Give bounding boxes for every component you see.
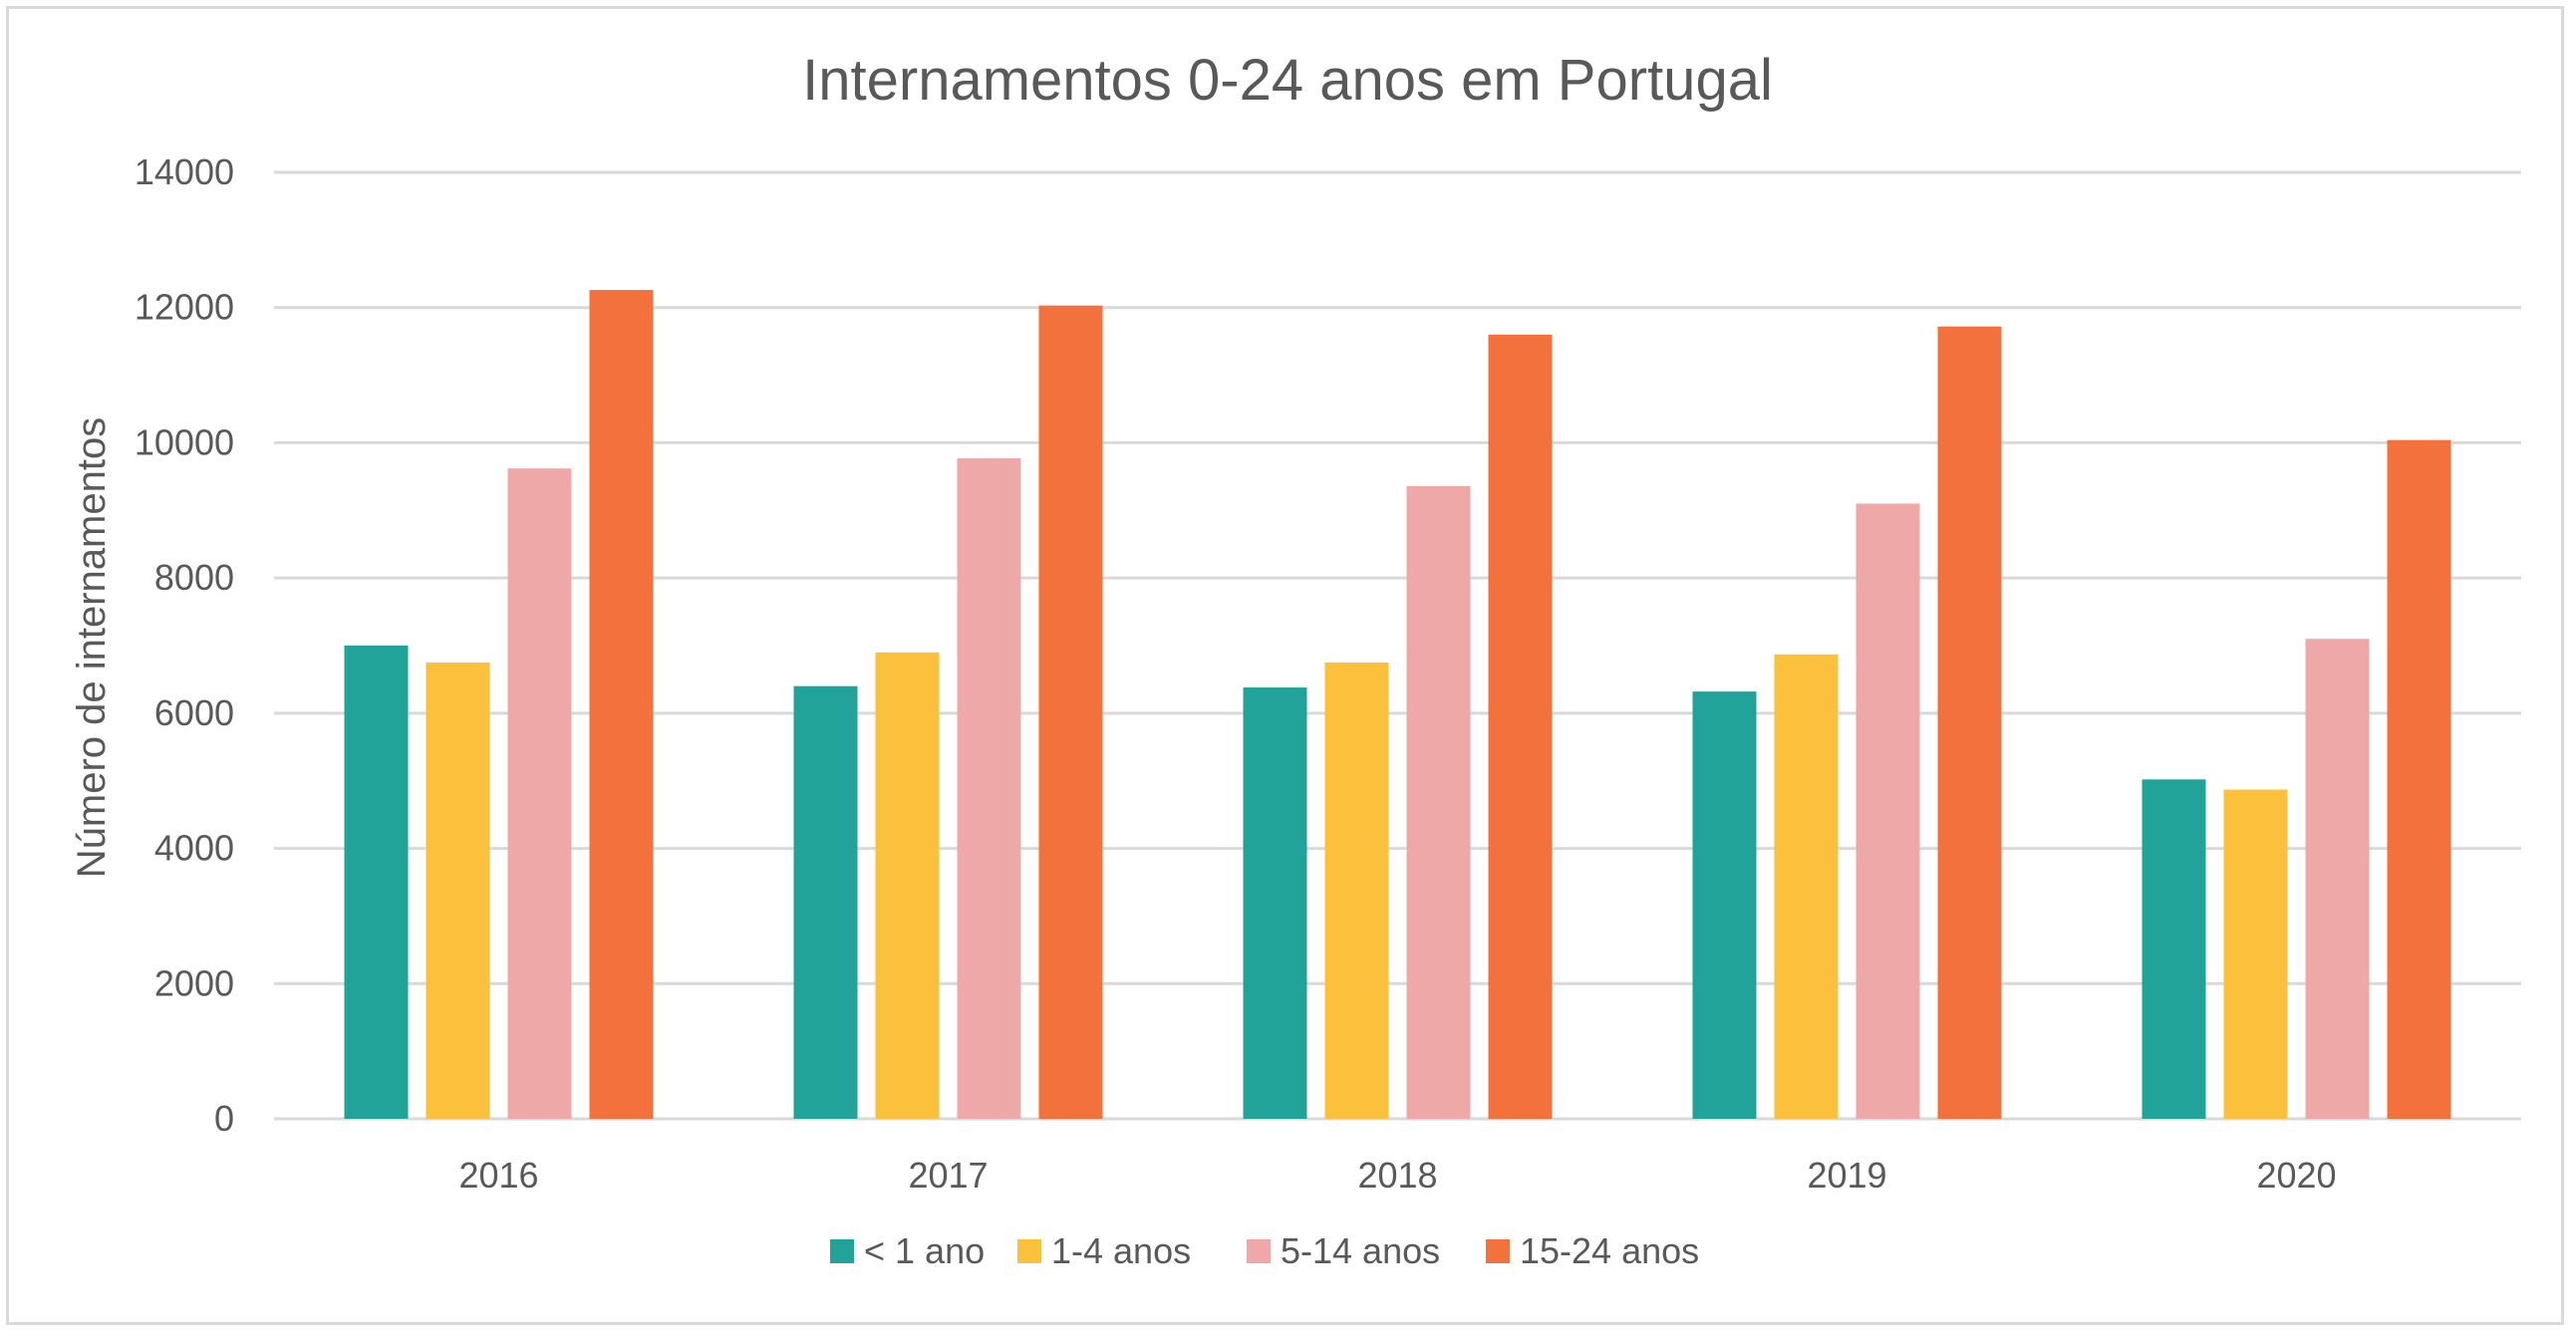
bar-2016-series-2 [507, 468, 572, 1119]
bar-2018-series-3 [1488, 334, 1553, 1119]
legend-swatch-3 [1486, 1239, 1510, 1263]
legend-swatch-2 [1247, 1239, 1271, 1263]
x-axis-ticks: 2016 2017 2018 2019 2020 [458, 1155, 2336, 1196]
legend-label-1: 1-4 anos [1051, 1230, 1191, 1271]
y-axis-ticks: 0 2000 4000 6000 8000 10000 12000 14000 [135, 151, 234, 1139]
bar-2017-series-1 [875, 652, 940, 1119]
x-tick-label: 2019 [1807, 1155, 1886, 1196]
x-tick-label: 2016 [458, 1155, 538, 1196]
bar-2020-series-3 [2387, 439, 2451, 1119]
legend: < 1 ano 1-4 anos 5-14 anos 15-24 anos [830, 1230, 1699, 1271]
bar-2018-series-2 [1406, 485, 1471, 1119]
legend-label-0: < 1 ano [864, 1230, 985, 1271]
chart-title: Internamentos 0-24 anos em Portugal [802, 48, 1773, 113]
bars [344, 290, 2451, 1120]
bar-2018-series-1 [1324, 662, 1389, 1119]
bar-2020-series-2 [2305, 639, 2370, 1119]
bar-2016-series-3 [589, 290, 654, 1120]
y-tick-label: 14000 [135, 151, 234, 192]
bar-2019-series-3 [1937, 326, 2002, 1119]
y-tick-label: 4000 [154, 828, 234, 869]
bar-2017-series-2 [957, 458, 1021, 1119]
bar-2020-series-1 [2223, 789, 2288, 1119]
bar-2020-series-0 [2142, 779, 2206, 1119]
bar-2019-series-2 [1856, 503, 1920, 1119]
x-tick-label: 2017 [908, 1155, 988, 1196]
y-axis-title: Número de internamentos [70, 417, 114, 878]
bar-2019-series-1 [1774, 654, 1839, 1119]
bar-2017-series-0 [793, 685, 858, 1119]
bar-2016-series-0 [344, 646, 409, 1119]
bar-2017-series-3 [1038, 305, 1103, 1119]
y-tick-label: 12000 [135, 287, 234, 328]
bar-2018-series-0 [1243, 687, 1307, 1119]
y-tick-label: 8000 [154, 557, 234, 598]
legend-swatch-1 [1017, 1239, 1041, 1263]
bar-2019-series-0 [1692, 691, 1757, 1119]
y-tick-label: 10000 [135, 421, 234, 462]
x-tick-label: 2020 [2256, 1155, 2336, 1196]
legend-label-3: 15-24 anos [1520, 1230, 1699, 1271]
y-tick-label: 2000 [154, 962, 234, 1003]
legend-swatch-0 [830, 1239, 854, 1263]
bar-2016-series-1 [426, 662, 490, 1119]
y-tick-label: 6000 [154, 692, 234, 733]
legend-label-2: 5-14 anos [1281, 1230, 1440, 1271]
y-tick-label: 0 [214, 1098, 234, 1139]
x-tick-label: 2018 [1357, 1155, 1437, 1196]
